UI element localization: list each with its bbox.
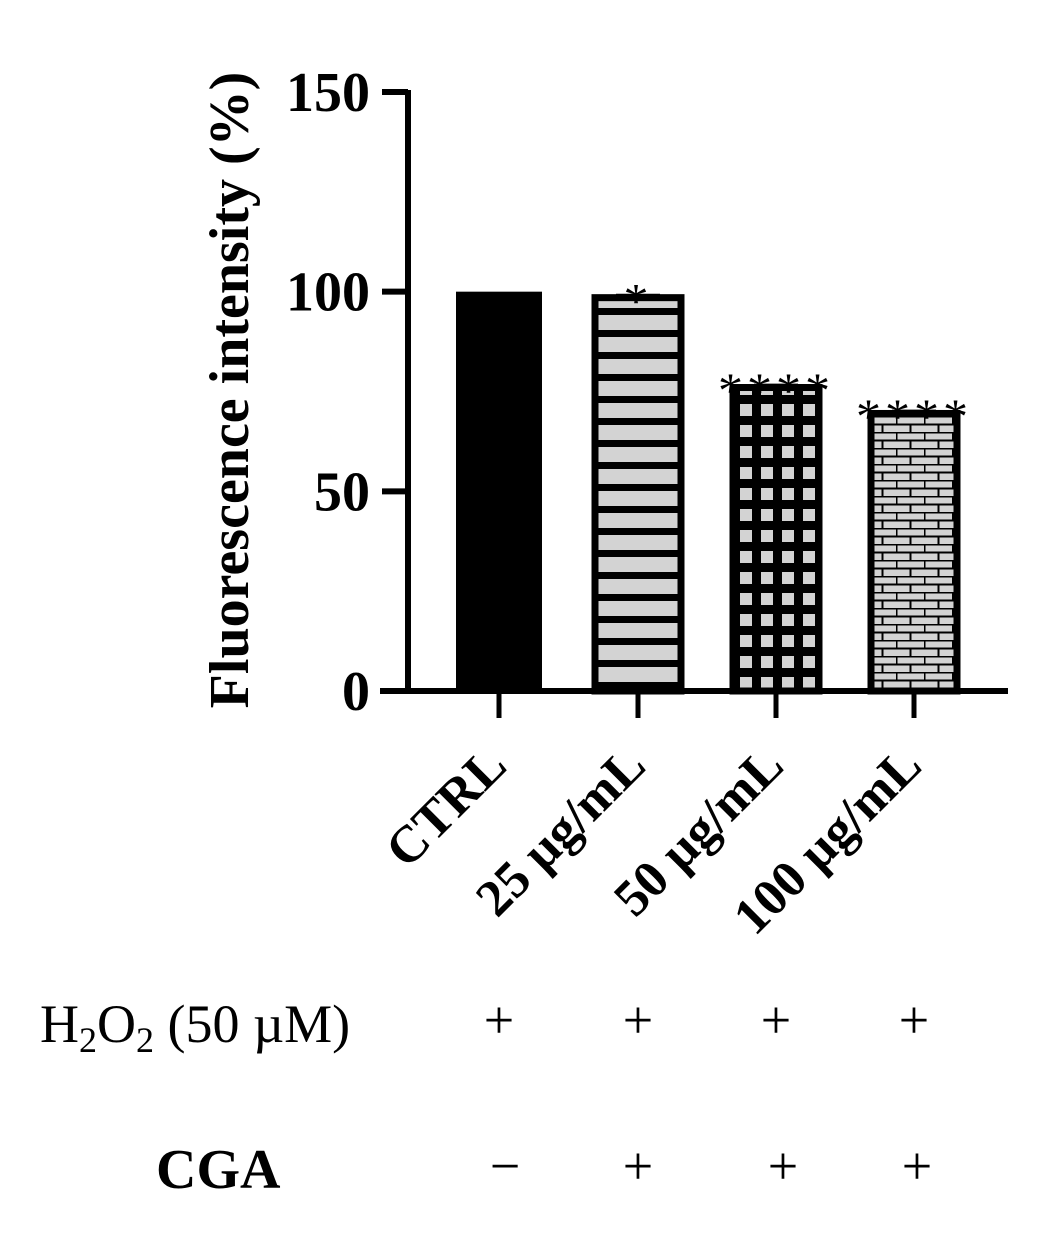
bar-1 [591,294,685,695]
y-ticks: 0 50 100 150 [286,62,408,723]
y-tick-label-1: 50 [314,461,370,523]
treatment-mark-0-1: + [623,990,653,1050]
treatment-label-cga: CGA [156,1139,281,1201]
bar-3 [867,409,961,695]
treatment-mark-1-3: + [902,1136,932,1196]
treatment-table: H2O2 (50 µM) + + + + CGA − + + + [40,990,932,1201]
y-tick-label-3: 150 [286,62,370,124]
bars-layer: ***** **** [456,272,972,695]
treatment-mark-1-0: − [490,1136,520,1196]
significance-label-3: **** [856,388,972,444]
y-tick-label-0: 0 [342,661,370,723]
y-tick-label-2: 100 [286,262,370,324]
bar-2 [729,384,823,695]
y-axis-label: Fluorescence intensity (%) [199,72,261,709]
treatment-mark-0-0: + [484,990,514,1050]
significance-label-1: * [624,272,653,328]
treatment-mark-1-2: + [768,1136,798,1196]
significance-label-2: **** [718,362,834,418]
bar-0 [456,291,542,691]
treatment-mark-1-1: + [623,1136,653,1196]
treatment-mark-0-2: + [761,990,791,1050]
treatment-label-h2o2: H2O2 (50 µM) [40,994,350,1060]
treatment-mark-0-3: + [899,990,929,1050]
